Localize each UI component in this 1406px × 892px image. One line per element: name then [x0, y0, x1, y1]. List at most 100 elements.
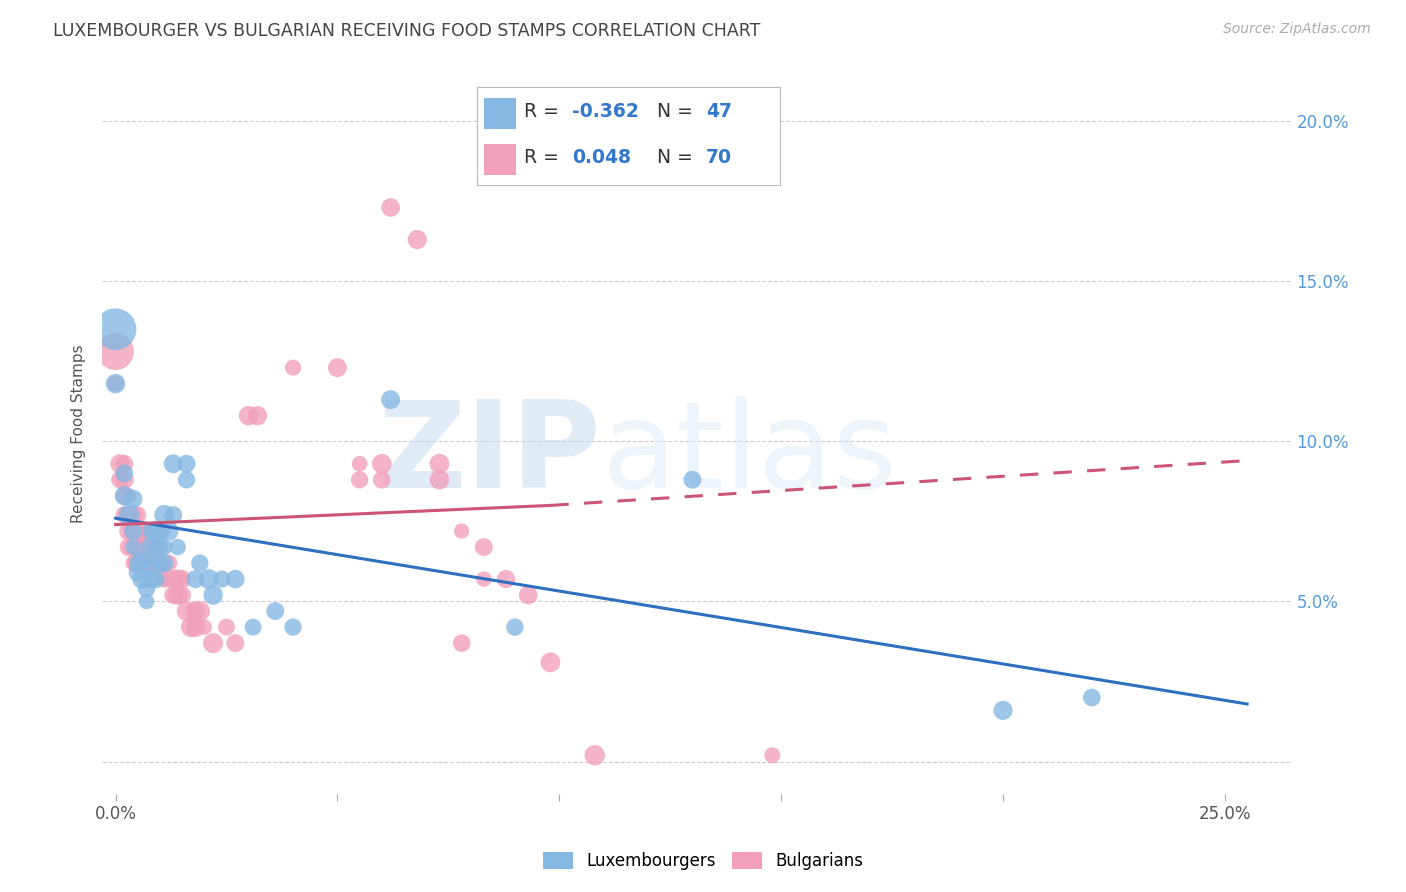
Point [153, 572, 176, 586]
Point [153, 508, 176, 522]
Point [139, 540, 162, 554]
Point [112, 508, 135, 522]
Point [180, 620, 202, 634]
Point [135, 594, 157, 608]
Point [472, 540, 495, 554]
Point [112, 467, 135, 481]
Point [122, 540, 145, 554]
Point [145, 540, 167, 554]
Point [380, 392, 402, 407]
Point [166, 572, 188, 586]
Point [184, 620, 207, 634]
Point [681, 473, 703, 487]
Point [145, 572, 167, 586]
Point [162, 457, 184, 471]
Point [238, 409, 260, 423]
Point [450, 636, 472, 650]
Point [157, 556, 180, 570]
Point [176, 604, 198, 618]
Point [215, 620, 238, 634]
Text: LUXEMBOURGER VS BULGARIAN RECEIVING FOOD STAMPS CORRELATION CHART: LUXEMBOURGER VS BULGARIAN RECEIVING FOOD… [53, 22, 761, 40]
Point [127, 556, 149, 570]
Point [406, 233, 429, 247]
Point [211, 572, 233, 586]
Point [149, 540, 172, 554]
Point [131, 572, 153, 586]
Point [139, 556, 162, 570]
Point [450, 524, 472, 538]
Point [104, 344, 127, 359]
Point [135, 582, 157, 596]
Point [139, 556, 162, 570]
Point [991, 703, 1014, 717]
Point [108, 473, 131, 487]
Point [108, 457, 131, 471]
Point [112, 489, 135, 503]
Point [118, 508, 141, 522]
Point [162, 508, 184, 522]
Point [135, 556, 157, 570]
Point [517, 588, 540, 602]
Point [135, 540, 157, 554]
Point [349, 457, 371, 471]
Point [112, 457, 135, 471]
Point [145, 540, 167, 554]
Point [264, 604, 287, 618]
Point [112, 489, 135, 503]
Point [122, 540, 145, 554]
Text: ZIP: ZIP [378, 396, 602, 514]
Point [583, 748, 606, 763]
Point [139, 524, 162, 538]
Point [127, 508, 149, 522]
Point [1081, 690, 1104, 705]
Point [166, 588, 188, 602]
Point [112, 473, 135, 487]
Text: Source: ZipAtlas.com: Source: ZipAtlas.com [1223, 22, 1371, 37]
Point [139, 572, 162, 586]
Point [371, 457, 394, 471]
Point [157, 572, 180, 586]
Point [127, 540, 149, 554]
Point [172, 572, 194, 586]
Point [127, 556, 149, 570]
Point [127, 566, 149, 580]
Point [193, 620, 215, 634]
Point [162, 572, 184, 586]
Point [149, 556, 172, 570]
Point [224, 572, 246, 586]
Point [131, 524, 153, 538]
Point [153, 540, 176, 554]
Point [153, 556, 176, 570]
Y-axis label: Receiving Food Stamps: Receiving Food Stamps [72, 344, 86, 523]
Point [122, 508, 145, 522]
Point [202, 588, 225, 602]
Point [118, 489, 141, 503]
Point [326, 360, 349, 375]
Point [127, 524, 149, 538]
Point [503, 620, 526, 634]
Point [429, 457, 451, 471]
Point [188, 604, 211, 618]
Point [118, 508, 141, 522]
Point [122, 524, 145, 538]
Point [184, 604, 207, 618]
Point [202, 636, 225, 650]
Point [184, 572, 207, 586]
Legend: Luxembourgers, Bulgarians: Luxembourgers, Bulgarians [536, 845, 870, 877]
Point [188, 556, 211, 570]
Point [472, 572, 495, 586]
Point [139, 540, 162, 554]
Point [242, 620, 264, 634]
Point [281, 620, 304, 634]
Point [495, 572, 517, 586]
Point [197, 572, 219, 586]
Point [122, 491, 145, 506]
Point [429, 473, 451, 487]
Point [246, 409, 269, 423]
Point [131, 553, 153, 567]
Point [122, 556, 145, 570]
Point [122, 524, 145, 538]
Point [104, 376, 127, 391]
Point [172, 588, 194, 602]
Point [162, 588, 184, 602]
